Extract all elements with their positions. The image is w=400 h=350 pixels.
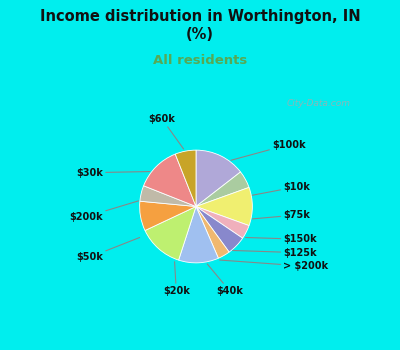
Wedge shape bbox=[196, 187, 252, 226]
Text: $10k: $10k bbox=[252, 182, 310, 195]
Text: $75k: $75k bbox=[252, 210, 310, 220]
Text: $30k: $30k bbox=[76, 168, 150, 178]
Wedge shape bbox=[196, 206, 243, 252]
Text: $60k: $60k bbox=[149, 114, 184, 149]
Wedge shape bbox=[196, 206, 229, 258]
Wedge shape bbox=[196, 206, 249, 238]
Text: $40k: $40k bbox=[207, 264, 243, 296]
Text: $100k: $100k bbox=[231, 140, 306, 160]
Wedge shape bbox=[196, 172, 249, 206]
Text: $150k: $150k bbox=[246, 234, 317, 244]
Wedge shape bbox=[140, 201, 196, 231]
Text: All residents: All residents bbox=[153, 54, 247, 67]
Wedge shape bbox=[140, 186, 196, 206]
Wedge shape bbox=[145, 206, 196, 260]
Wedge shape bbox=[144, 154, 196, 206]
Wedge shape bbox=[178, 206, 218, 263]
Text: $20k: $20k bbox=[163, 262, 190, 296]
Text: Income distribution in Worthington, IN
(%): Income distribution in Worthington, IN (… bbox=[40, 9, 360, 42]
Wedge shape bbox=[175, 150, 196, 206]
Wedge shape bbox=[196, 150, 240, 206]
Text: City-Data.com: City-Data.com bbox=[286, 99, 350, 107]
Text: > $200k: > $200k bbox=[220, 260, 328, 271]
Text: $200k: $200k bbox=[69, 201, 138, 222]
Text: $50k: $50k bbox=[76, 238, 140, 262]
Text: $125k: $125k bbox=[233, 248, 317, 258]
